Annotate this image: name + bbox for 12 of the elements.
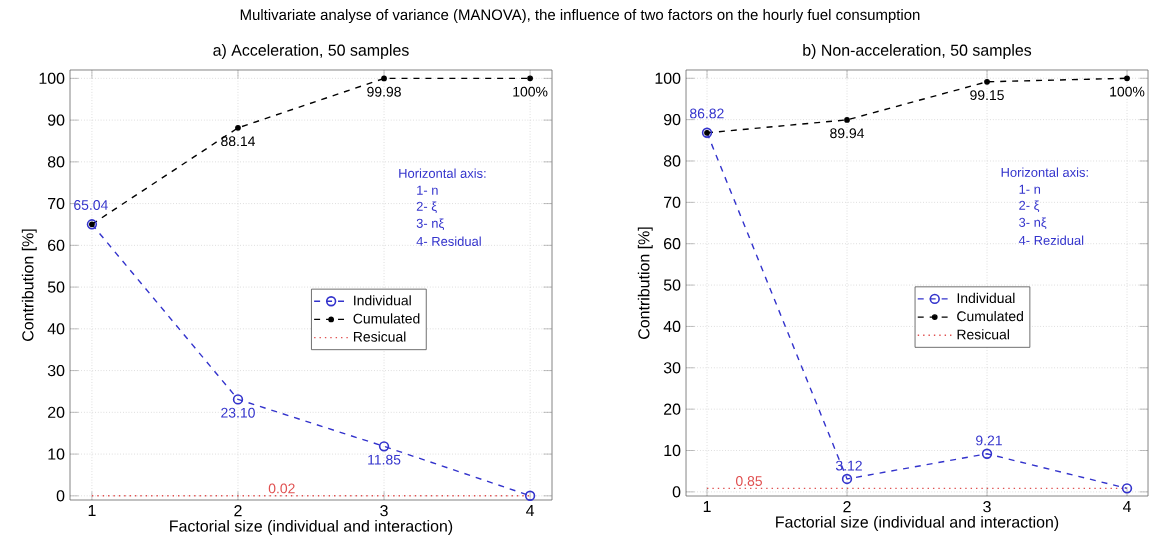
point bbox=[1124, 75, 1130, 82]
point bbox=[841, 473, 853, 485]
point bbox=[524, 490, 536, 501]
point bbox=[232, 394, 244, 405]
point bbox=[378, 441, 390, 452]
point bbox=[381, 75, 387, 82]
point bbox=[981, 448, 993, 459]
point bbox=[527, 75, 533, 82]
point bbox=[235, 124, 241, 131]
point bbox=[984, 78, 990, 85]
point bbox=[844, 116, 850, 123]
point bbox=[1121, 483, 1133, 494]
